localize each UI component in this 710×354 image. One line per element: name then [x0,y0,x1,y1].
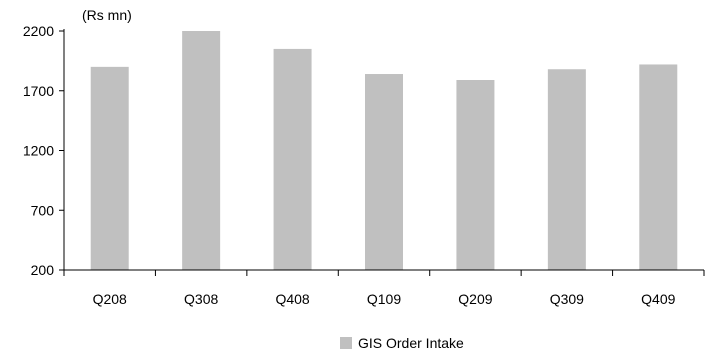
bar [456,79,495,271]
bar [182,31,221,270]
legend-label: GIS Order Intake [358,335,464,351]
bar [90,66,129,270]
legend-swatch [340,337,352,349]
bar [365,74,403,271]
y-tick-label: 2200 [23,23,54,39]
y-tick-label: 1700 [23,83,54,99]
legend: GIS Order Intake [340,335,464,351]
x-tick-label: Q409 [641,291,675,307]
x-tick-label: Q109 [367,291,401,307]
x-axis: Q208 Q308 Q408 Q109 Q209 Q309 Q409 [63,269,705,307]
bar [547,69,586,271]
y-tick-label: 700 [31,202,55,218]
y-axis: 200 700 1200 1700 2200 [23,23,65,278]
x-tick-label: Q309 [550,291,584,307]
x-tick-label: Q308 [184,291,218,307]
y-tick-label: 1200 [23,143,54,159]
x-tick-label: Q208 [93,291,127,307]
y-tick-label: 200 [31,262,55,278]
bar [639,64,678,271]
bar-series [90,31,678,271]
x-tick-label: Q408 [275,291,309,307]
x-tick-label: Q209 [458,291,492,307]
y-axis-unit-label: (Rs mn) [82,7,132,23]
bar [273,48,312,270]
